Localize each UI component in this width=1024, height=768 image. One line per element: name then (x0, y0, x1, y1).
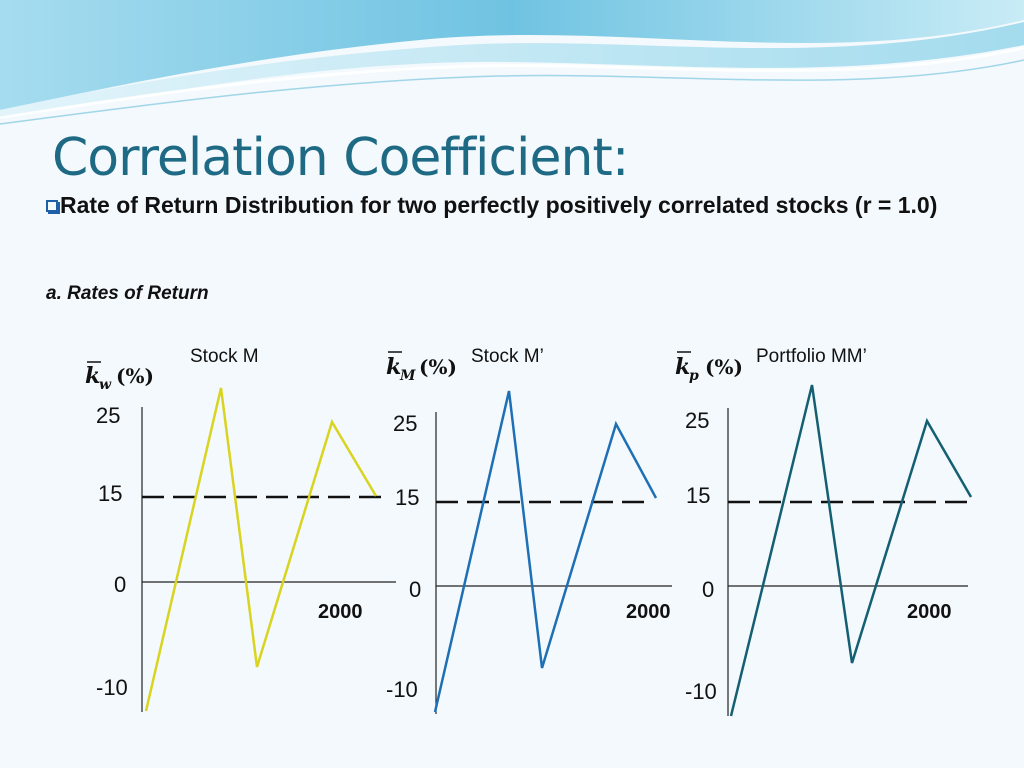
y-tick-label: 25 (393, 411, 417, 436)
y-axis-unit: (%) (116, 364, 154, 388)
chart-portfolio: Portfolio MM’ k p (%) 25 15 0 -10 2000 (675, 346, 973, 717)
checkbox-bullet-icon (46, 200, 58, 212)
chart-title: Stock M’ (471, 346, 544, 367)
y-axis-subscript: w (99, 377, 112, 393)
y-axis-symbol: k (386, 354, 401, 380)
y-axis-symbol: k (85, 363, 100, 389)
y-tick-label: 0 (409, 577, 421, 602)
chart-stock-m-prime: Stock M’ k M (%) 25 15 0 -10 2000 (386, 346, 672, 714)
header-waves (0, 0, 1024, 125)
chart-stock-m: Stock M k w (%) 25 15 0 -10 2000 (85, 346, 396, 712)
y-axis-unit: (%) (705, 355, 743, 379)
chart-title: Stock M (190, 346, 259, 367)
bullet-text: Rate of Return Distribution for two perf… (60, 192, 938, 218)
y-axis-subscript: M (399, 368, 416, 384)
chart-title: Portfolio MM’ (756, 346, 867, 367)
y-tick-label: 0 (702, 577, 714, 602)
y-axis-symbol: k (675, 354, 690, 380)
y-tick-label: -10 (386, 677, 418, 702)
y-tick-label: 0 (114, 572, 126, 597)
section-subtitle: a. Rates of Return (46, 283, 209, 304)
y-axis-label: k M (%) (386, 351, 457, 384)
bullet-point: Rate of Return Distribution for two perf… (46, 188, 976, 222)
x-tick-label: 2000 (318, 601, 363, 623)
y-tick-label: 15 (686, 483, 710, 508)
x-tick-label: 2000 (626, 601, 671, 623)
y-axis-unit: (%) (419, 355, 457, 379)
y-tick-label: 15 (98, 481, 122, 506)
y-axis-label: k p (%) (675, 351, 743, 384)
series-line (433, 390, 658, 713)
x-tick-label: 2000 (907, 601, 952, 623)
series-line (729, 384, 973, 717)
y-axis-subscript: p (689, 368, 699, 384)
slide-title: Correlation Coefficient: (52, 128, 629, 188)
y-axis-label: k w (%) (85, 361, 154, 393)
y-tick-label: 25 (685, 408, 709, 433)
y-tick-label: 25 (96, 403, 120, 428)
series-line (144, 387, 378, 712)
y-tick-label: -10 (96, 675, 128, 700)
y-tick-label: -10 (685, 679, 717, 704)
y-tick-label: 15 (395, 485, 419, 510)
